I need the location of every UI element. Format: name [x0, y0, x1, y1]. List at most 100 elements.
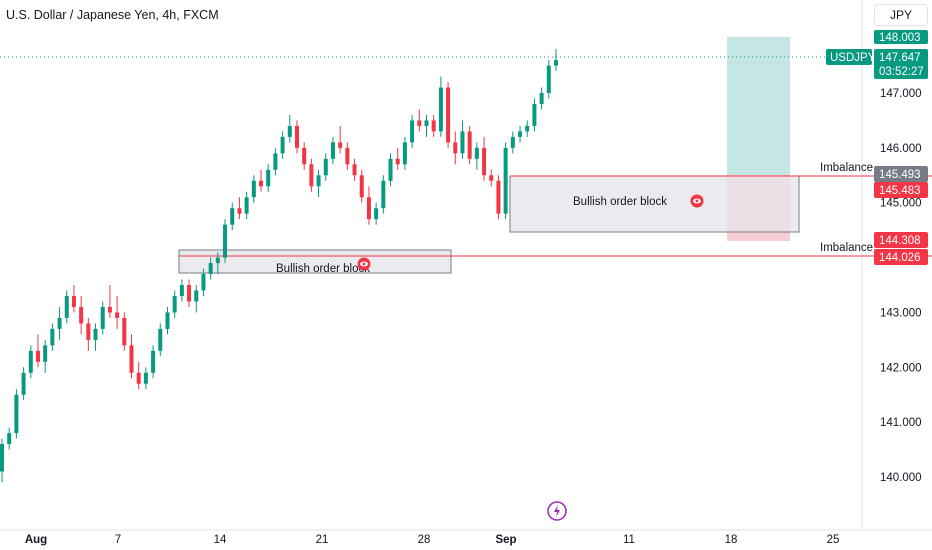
y-tick-label: 147.000 [880, 88, 922, 100]
candle-body [273, 153, 278, 170]
candle-body [57, 317, 62, 329]
candle-body [287, 125, 292, 137]
candle-body [503, 147, 508, 214]
price-tag-target: 148.003 [874, 30, 928, 44]
x-tick-label: 25 [827, 534, 840, 546]
candle-body [359, 175, 364, 198]
price-tag-imb-top-low-text: 145.483 [879, 185, 921, 197]
lightning-icon[interactable] [547, 501, 567, 521]
x-tick-label: 11 [623, 534, 635, 546]
candle-body [446, 87, 451, 143]
candles [0, 49, 558, 483]
order-block-upper[interactable] [509, 175, 800, 233]
candle-body [539, 93, 544, 104]
candle-body [366, 197, 371, 220]
candle-body [482, 147, 487, 176]
stop-zone[interactable] [727, 175, 790, 241]
candle-body [251, 180, 256, 198]
candle-body [86, 323, 91, 340]
price-tag-imb-bottom-high: 144.308 [874, 232, 928, 248]
candle-body [187, 285, 192, 302]
price-tag-imb-bottom-low-text: 144.026 [879, 252, 921, 264]
candle-body [525, 125, 530, 132]
candle-body [546, 65, 551, 93]
price-tag-symbol-text: USDJPY [830, 52, 876, 64]
candle-body [496, 180, 501, 214]
candle-body [50, 328, 55, 346]
candle-body [518, 131, 523, 137]
candle-body [345, 147, 350, 165]
eye-icon-lower[interactable] [357, 257, 371, 271]
candle-body [79, 306, 84, 324]
x-tick-label: Sep [495, 534, 516, 546]
price-tag-target-text: 148.003 [879, 32, 921, 44]
candle-body [467, 131, 472, 159]
price-tag-imb-bottom-low: 144.026 [874, 249, 928, 265]
imbalance-bottom-label: Imbalance [820, 242, 873, 254]
candle-body [158, 328, 163, 351]
candle-body [100, 306, 105, 329]
candle-body [93, 328, 98, 340]
candle-body [431, 120, 436, 132]
candle-body [510, 136, 515, 148]
price-tag-imb-top-low: 145.483 [874, 182, 928, 198]
candle-body [554, 60, 558, 66]
x-tick-label: 21 [316, 534, 329, 546]
candle-body [280, 136, 285, 154]
eye-icon-upper[interactable] [690, 194, 704, 208]
y-tick-label: 145.000 [880, 198, 922, 210]
candle-body [302, 147, 307, 165]
candle-body [165, 312, 170, 329]
currency-selector[interactable]: JPY [874, 4, 928, 26]
x-tick-label: Aug [25, 534, 47, 546]
price-tag-last-text: 147.647 [879, 52, 921, 64]
candle-body [115, 312, 120, 318]
candle-body [244, 197, 249, 214]
y-axis[interactable]: 140.000 141.000 142.000 143.000 144.000 145.0… [880, 88, 922, 484]
y-tick-label: 144.000 [880, 253, 922, 265]
candle-body [43, 345, 48, 362]
candle-body [410, 120, 415, 143]
order-block-upper-label: Bullish order block [573, 196, 667, 208]
x-axis[interactable]: Aug 7 14 21 28 Sep 11 18 25 [25, 534, 840, 546]
candle-body [179, 285, 184, 296]
candle-body [294, 125, 299, 148]
target-zone[interactable] [727, 37, 790, 175]
candle-body [14, 394, 19, 434]
candle-body [0, 444, 4, 472]
y-tick-label: 140.000 [880, 472, 922, 484]
chart-title: U.S. Dollar / Japanese Yen, 4h, FXCM [6, 8, 219, 22]
candle-body [151, 350, 156, 373]
candle-body [374, 208, 379, 220]
candle-body [208, 263, 213, 275]
y-tick-label: 142.000 [880, 362, 922, 374]
price-tag-imb-top-high: 145.493 [874, 166, 928, 182]
price-tag-imb-bottom-high-text: 144.308 [879, 235, 921, 247]
candle-body [453, 142, 458, 154]
candle-body [259, 180, 264, 187]
y-tick-label: 146.000 [880, 143, 922, 155]
y-tick-label: 143.000 [880, 307, 922, 319]
x-tick-label: 14 [214, 534, 227, 546]
candle-body [230, 208, 235, 225]
x-tick-label: 18 [725, 534, 738, 546]
candle-body [7, 433, 12, 445]
candle-body [143, 372, 148, 384]
candle-body [388, 158, 393, 181]
candle-body [316, 175, 321, 187]
order-block-lower[interactable] [178, 249, 452, 274]
price-tag-countdown-text: 03:52:27 [879, 66, 924, 78]
candle-body [338, 142, 343, 148]
candle-body [489, 175, 494, 181]
y-tick-label: 141.000 [880, 417, 922, 429]
candle-body [129, 345, 134, 373]
candle-body [402, 142, 407, 165]
price-tag-symbol: USDJPY [826, 49, 876, 65]
candle-body [201, 274, 206, 291]
candle-body [352, 164, 357, 176]
grid [0, 0, 932, 531]
candle-body [35, 350, 40, 362]
candle-body [215, 257, 220, 264]
candle-body [122, 317, 127, 346]
